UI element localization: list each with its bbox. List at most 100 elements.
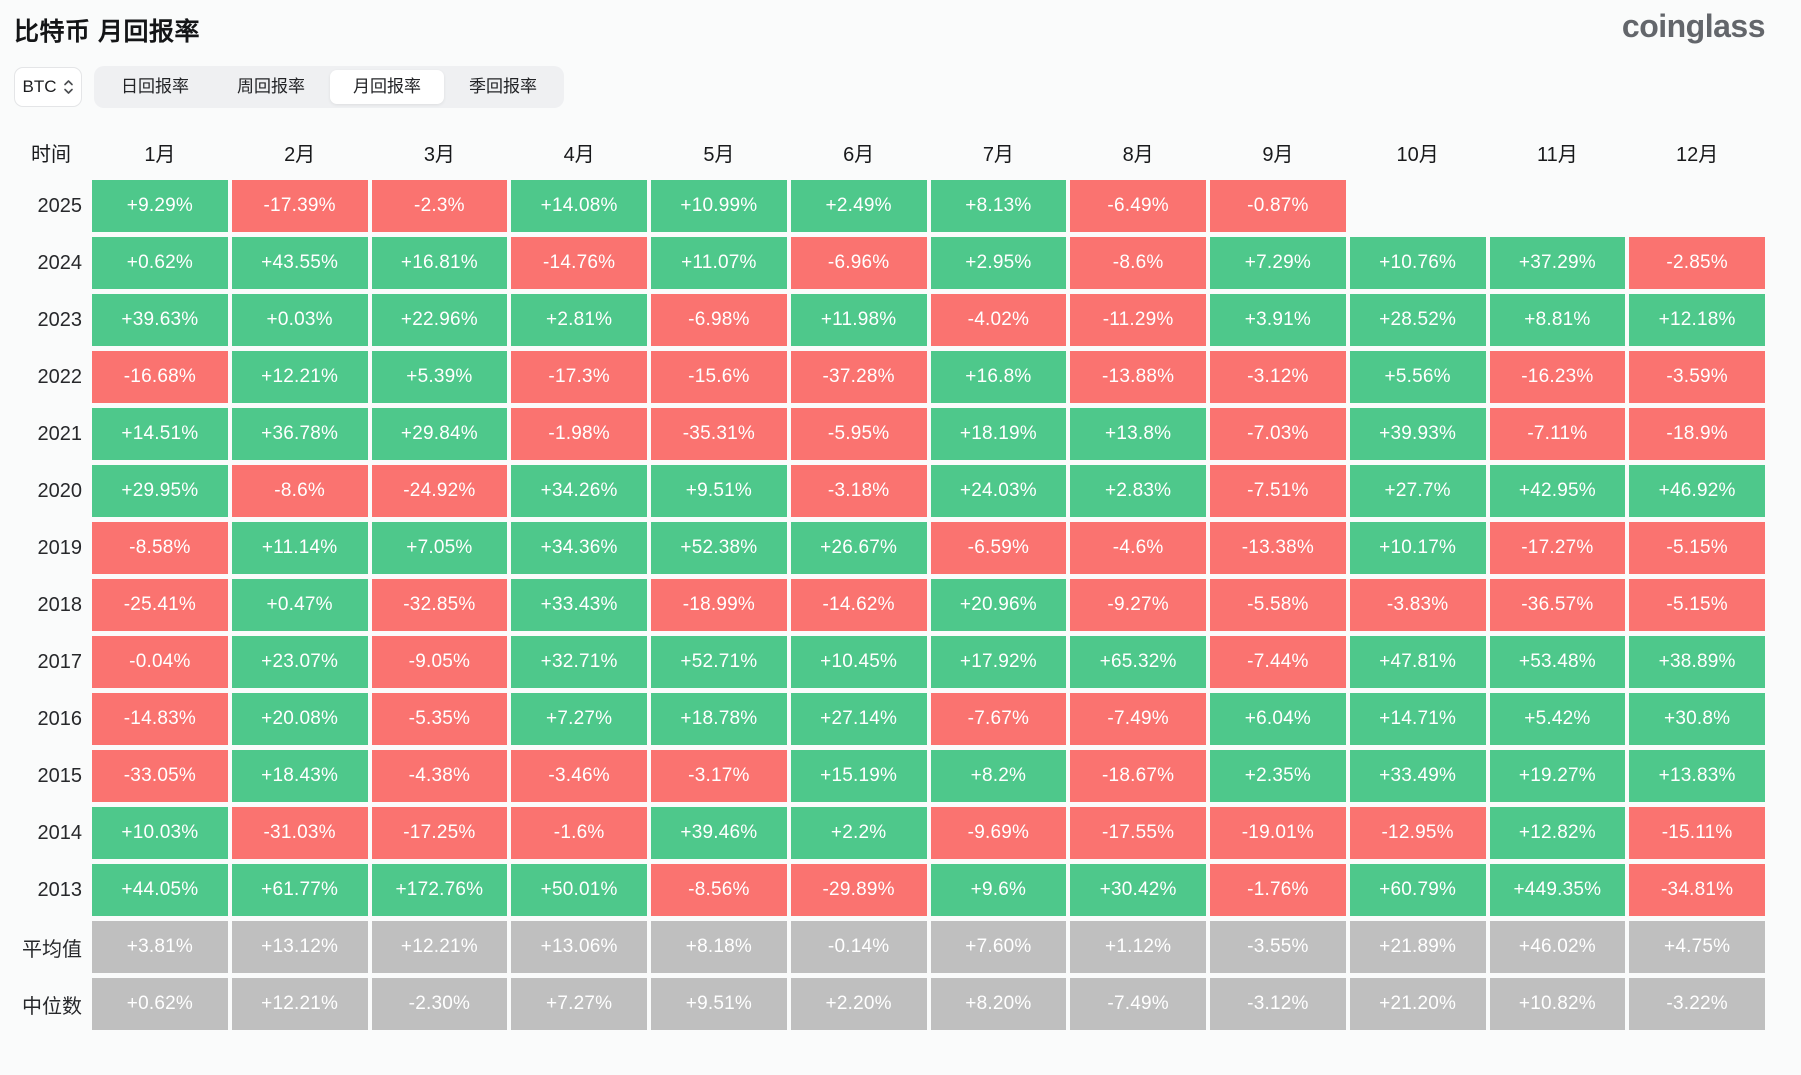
row-label: 2013 [37, 878, 83, 901]
return-cell: -2.3% [371, 180, 508, 232]
column-header: 5月 [703, 143, 735, 166]
return-cell: +44.05% [92, 864, 228, 916]
return-cell: +29.84% [371, 408, 508, 460]
return-cell: +10.03% [92, 807, 228, 859]
row-label: 2018 [37, 593, 83, 616]
return-cell: -4.02% [930, 294, 1067, 346]
row-2018: 2018 -25.41% +0.47% -32.85% +33.43% -18.99% -1… [14, 579, 1765, 631]
tab-monthly[interactable]: 月回报率 [330, 70, 444, 104]
return-cell: -3.55% [1210, 921, 1346, 973]
return-cell: -4.38% [371, 750, 508, 802]
return-cell: +0.03% [231, 294, 368, 346]
return-cell: -31.03% [231, 807, 368, 859]
row-label: 2019 [37, 536, 83, 559]
return-cell: +0.47% [231, 579, 368, 631]
return-cell: -16.23% [1489, 351, 1626, 403]
return-cell: -0.87% [1210, 180, 1346, 232]
tab-group: 日回报率 周回报率 月回报率 季回报率 [94, 66, 564, 108]
return-cell: +11.14% [231, 522, 368, 574]
return-cell: -2.85% [1629, 237, 1765, 289]
return-cell: +22.96% [371, 294, 508, 346]
return-cell: +7.27% [511, 978, 647, 1030]
return-cell: -2.30% [371, 978, 508, 1030]
return-cell: +3.91% [1210, 294, 1346, 346]
tab-weekly[interactable]: 周回报率 [237, 77, 305, 96]
row-label: 2017 [37, 650, 83, 673]
return-cell: -18.9% [1629, 408, 1765, 460]
return-cell: +14.51% [92, 408, 228, 460]
return-cell: -0.14% [790, 921, 927, 973]
return-cell: -3.83% [1349, 579, 1486, 631]
return-cell: -3.12% [1210, 978, 1346, 1030]
return-cell: +16.81% [371, 237, 508, 289]
return-cell: +3.81% [92, 921, 228, 973]
row-2020: 2020 +29.95% -8.6% -24.92% +34.26% +9.51% -3.1… [14, 465, 1765, 517]
return-cell: +24.03% [930, 465, 1067, 517]
return-cell: +12.82% [1489, 807, 1626, 859]
return-cell: +8.2% [930, 750, 1067, 802]
return-cell: +65.32% [1070, 636, 1206, 688]
return-cell: +50.01% [511, 864, 647, 916]
return-cell: -8.6% [231, 465, 368, 517]
column-header: 7月 [982, 143, 1014, 166]
return-cell: +7.60% [930, 921, 1067, 973]
return-cell: +27.14% [790, 693, 927, 745]
return-cell: -25.41% [92, 579, 228, 631]
table-header-row: 时间 1月 2月 3月 4月 5月 6月 7月 8月 9月 10月 11月 12月 [14, 132, 1765, 172]
return-cell: -1.76% [1210, 864, 1346, 916]
return-cell: +17.92% [930, 636, 1067, 688]
return-cell: +7.29% [1210, 237, 1346, 289]
column-header: 9月 [1262, 143, 1294, 166]
row-label: 中位数 [22, 995, 82, 1018]
return-cell: +10.82% [1489, 978, 1626, 1030]
tab-quarterly[interactable]: 季回报率 [469, 77, 537, 96]
return-cell: +9.51% [651, 978, 787, 1030]
return-cell: +18.78% [651, 693, 787, 745]
return-cell: +53.48% [1489, 636, 1626, 688]
return-cell: -13.88% [1070, 351, 1206, 403]
return-cell [1490, 180, 1626, 232]
column-header: 10月 [1396, 143, 1439, 166]
coin-select[interactable]: BTC [14, 67, 82, 107]
row-2014: 2014 +10.03% -31.03% -17.25% -1.6% +39.46% +2.… [14, 807, 1765, 859]
return-cell: -32.85% [371, 579, 508, 631]
return-cell: -17.39% [231, 180, 368, 232]
column-header: 6月 [843, 143, 875, 166]
return-cell: +33.49% [1349, 750, 1486, 802]
return-cell: +43.55% [231, 237, 368, 289]
return-cell: +12.21% [231, 351, 368, 403]
return-cell: -35.31% [651, 408, 787, 460]
return-cell: -17.27% [1489, 522, 1626, 574]
table-body: 2025 +9.29% -17.39% -2.3% +14.08% +10.99% +2.4… [14, 180, 1765, 1030]
return-cell: -37.28% [790, 351, 927, 403]
return-cell: -11.29% [1070, 294, 1206, 346]
return-cell: -3.12% [1210, 351, 1346, 403]
return-cell: +47.81% [1349, 636, 1486, 688]
return-cell: +2.2% [790, 807, 927, 859]
column-header: 时间 [31, 143, 71, 166]
tab-daily[interactable]: 日回报率 [121, 77, 189, 96]
row-2016: 2016 -14.83% +20.08% -5.35% +7.27% +18.78% +27… [14, 693, 1765, 745]
return-cell: +23.07% [231, 636, 368, 688]
return-cell: +7.05% [371, 522, 508, 574]
return-cell: -16.68% [92, 351, 228, 403]
return-cell: -29.89% [790, 864, 927, 916]
return-cell: +10.99% [651, 180, 787, 232]
return-cell: +38.89% [1629, 636, 1765, 688]
return-cell: +39.63% [92, 294, 228, 346]
return-cell: -3.22% [1629, 978, 1765, 1030]
return-cell: -3.18% [790, 465, 927, 517]
return-cell: +0.62% [92, 237, 228, 289]
return-cell: +13.8% [1070, 408, 1206, 460]
return-cell: +15.19% [790, 750, 927, 802]
return-cell: +8.18% [651, 921, 787, 973]
page: 比特币 月回报率 coinglass BTC 日回报率 周回报率 月回报率 季回报率 … [14, 8, 1766, 1030]
return-cell: +10.76% [1349, 237, 1486, 289]
column-header: 2月 [284, 143, 316, 166]
return-cell: -6.59% [930, 522, 1067, 574]
return-cell: +10.45% [790, 636, 927, 688]
return-cell: -14.83% [92, 693, 228, 745]
return-cell: +2.95% [930, 237, 1067, 289]
return-cell: -1.98% [511, 408, 647, 460]
return-cell: +18.43% [231, 750, 368, 802]
